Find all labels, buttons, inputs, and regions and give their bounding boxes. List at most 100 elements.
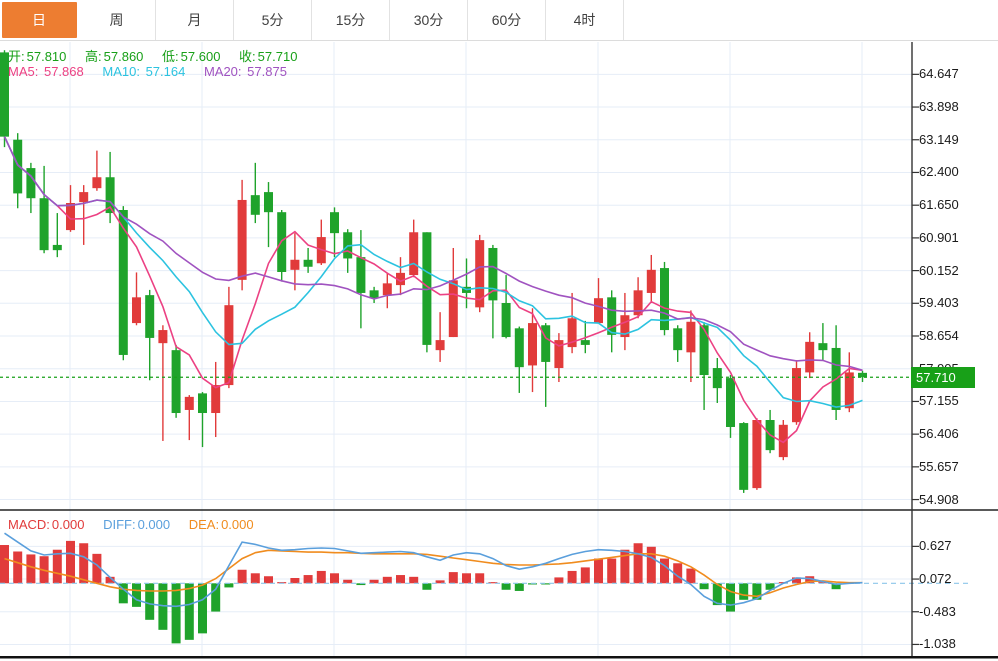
dea-readout: DEA: 0.000 <box>189 517 254 532</box>
close-quote: 收: 57.710 <box>239 49 297 64</box>
tab-5min[interactable]: 5分 <box>234 0 312 40</box>
macd-bar-up <box>818 581 828 584</box>
diff-value: 0.000 <box>137 517 171 532</box>
macd-bar-up <box>607 558 617 584</box>
macd-bar-up <box>26 554 36 584</box>
diff-label: DIFF: <box>103 517 136 532</box>
macd-row: MACD: 0.000 DIFF: 0.000 DEA: 0.000 <box>8 517 269 532</box>
candle-body-up <box>686 321 696 353</box>
tab-week[interactable]: 周 <box>78 0 156 40</box>
ma5-readout: MA5: 57.868 <box>8 64 84 79</box>
candle-body-up <box>620 315 630 338</box>
timeframe-tabbar: 日周月 5分 15分 30分 60分 4时 <box>0 0 998 41</box>
macd-bar-up <box>250 573 260 584</box>
candle-body-down <box>52 244 62 251</box>
axis-tick-label: 59.403 <box>919 295 959 311</box>
dea-label: DEA: <box>188 517 220 532</box>
diff-readout: DIFF: 0.000 <box>103 517 170 532</box>
candle-body-down <box>13 139 23 194</box>
macd-bar-up <box>620 549 630 584</box>
current-price-tag: 57.710 <box>911 367 975 388</box>
candle-body-up <box>792 368 801 423</box>
axis-tick-label: 60.901 <box>919 229 959 245</box>
axis-tick-label: 54.908 <box>919 491 959 507</box>
axis-tick-label: 61.650 <box>919 197 959 213</box>
candle-body-down <box>712 368 722 389</box>
tab-day[interactable]: 日 <box>2 2 77 38</box>
ma20-label: MA20: <box>203 64 242 79</box>
tab-60min[interactable]: 60分 <box>468 0 546 40</box>
candle-body-up <box>844 372 854 409</box>
ma20-value: 57.875 <box>247 64 287 79</box>
candle-body-down <box>369 290 379 299</box>
high-value: 57.860 <box>103 49 144 64</box>
macd-bar-up <box>594 558 603 584</box>
dea-line <box>4 549 863 598</box>
macd-bar-up <box>673 563 683 584</box>
low-quote: 低: 57.600 <box>162 49 220 64</box>
macd-bar-up <box>0 545 9 584</box>
axis-tick-label: 63.149 <box>919 131 959 147</box>
close-value: 57.710 <box>257 49 298 64</box>
high-quote: 高: 57.860 <box>85 49 143 64</box>
macd-bar-up <box>92 553 102 584</box>
candle-body-down <box>303 259 313 267</box>
candle-body-down <box>26 168 36 199</box>
bottom-border <box>0 656 998 659</box>
macd-value: 0.000 <box>51 517 85 532</box>
candle-body-down <box>607 297 617 335</box>
macd-readout: MACD: 0.000 <box>8 517 84 532</box>
axis-tick-label: 62.400 <box>919 164 959 180</box>
macd-bar-down <box>198 583 207 634</box>
candle-body-up <box>184 396 194 410</box>
axis-tick-label: 63.898 <box>919 99 959 115</box>
macd-bar-down <box>752 583 762 600</box>
ma5-label: MA5: <box>8 64 39 79</box>
macd-bar-up <box>409 576 419 584</box>
candle-body-down <box>39 198 49 251</box>
candle-body-down <box>673 328 683 351</box>
macd-bar-down <box>726 583 735 612</box>
ma5-value: 57.868 <box>43 64 84 79</box>
candle-body-down <box>118 209 128 355</box>
candle-body-up <box>396 272 405 286</box>
tab-month[interactable]: 月 <box>156 0 234 40</box>
macd-bar-down <box>541 583 551 585</box>
dea-value: 0.000 <box>221 517 254 532</box>
ma10-label: MA10: <box>102 64 140 79</box>
kline-chart[interactable] <box>0 40 998 661</box>
open-label: 开: <box>8 49 25 64</box>
tab-15min[interactable]: 15分 <box>312 0 390 40</box>
macd-bar-up <box>382 576 392 584</box>
tab-30min[interactable]: 30分 <box>390 0 468 40</box>
macd-bar-up <box>396 575 405 584</box>
macd-bar-up <box>475 573 485 584</box>
candle-body-up <box>158 330 168 344</box>
macd-bar-up <box>488 582 498 584</box>
macd-bar-up <box>79 543 89 584</box>
ma10-readout: MA10: 57.164 <box>102 64 185 79</box>
candle-body-up <box>290 259 300 270</box>
macd-bar-up <box>686 568 696 584</box>
macd-bar-up <box>792 577 801 584</box>
macd-bar-down <box>699 583 709 590</box>
candle-body-down <box>818 343 828 351</box>
macd-bar-down <box>211 583 221 612</box>
macd-bar-up <box>369 579 379 584</box>
macd-bar-down <box>184 583 194 640</box>
candle-body-up <box>528 323 537 366</box>
candle-body-up <box>237 199 247 280</box>
axis-tick-label: -1.038 <box>919 636 956 652</box>
axis-tick-label: 0.627 <box>919 538 952 554</box>
candle-body-up <box>448 280 458 338</box>
macd-bar-up <box>567 570 577 584</box>
macd-bar-up <box>13 551 23 584</box>
diff-line <box>4 532 863 608</box>
axis-tick-label: 0.072 <box>919 571 952 587</box>
tab-4hour[interactable]: 4时 <box>546 0 624 40</box>
macd-bar-down <box>739 583 749 600</box>
macd-bar-up <box>580 567 590 584</box>
candle-body-up <box>567 318 577 348</box>
candle-body-up <box>554 340 564 369</box>
